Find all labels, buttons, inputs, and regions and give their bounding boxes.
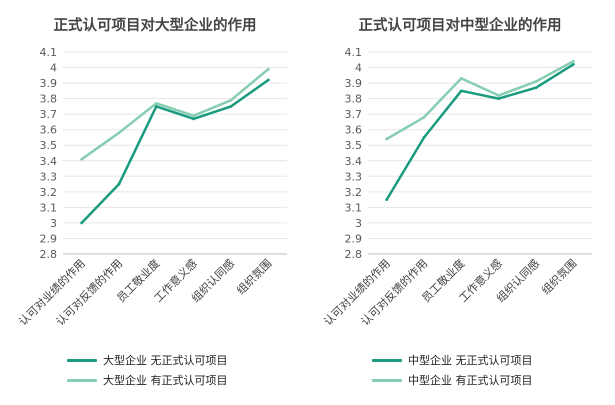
y-tick-label: 3.3 xyxy=(40,170,58,183)
data-point xyxy=(192,114,196,118)
legend-swatch xyxy=(372,378,402,382)
data-point xyxy=(571,59,575,63)
y-tick-label: 3.5 xyxy=(40,139,58,152)
data-point xyxy=(117,131,121,135)
data-point xyxy=(117,182,121,186)
data-point xyxy=(385,137,389,141)
legend-item: 中型企业 有正式认可项目 xyxy=(372,370,533,390)
data-point xyxy=(497,94,501,97)
y-tick-label: 3.4 xyxy=(345,155,363,168)
data-point xyxy=(192,117,196,121)
y-tick-label: 2.9 xyxy=(345,232,363,245)
y-tick-label: 3.2 xyxy=(40,186,58,199)
data-point xyxy=(80,157,84,161)
data-point xyxy=(80,221,84,225)
legend-swatch xyxy=(372,358,402,362)
data-point xyxy=(459,89,463,93)
y-tick-label: 4.1 xyxy=(345,46,363,59)
legend-swatch xyxy=(67,358,97,362)
x-tick-label: 组织氛围 xyxy=(538,256,579,297)
y-tick-label: 3.7 xyxy=(40,108,58,121)
x-tick-label: 认可对业绩的作用 xyxy=(321,256,393,328)
series-line xyxy=(80,78,270,225)
data-point xyxy=(534,80,538,83)
data-point xyxy=(497,97,501,101)
series-line xyxy=(80,67,270,161)
y-tick-label: 2.8 xyxy=(40,248,58,261)
y-tick-label: 3.7 xyxy=(345,108,363,121)
legend-item: 大型企业 有正式认可项目 xyxy=(67,370,228,390)
x-tick-label: 组织氛围 xyxy=(233,256,274,297)
y-tick-label: 3.2 xyxy=(345,186,363,199)
chart-panel-large: 正式认可项目对大型企业的作用 2.8 2.9 3 3.1 3.2 3.3 3.4 3.5 3.6… xyxy=(5,0,305,405)
data-point xyxy=(422,136,426,139)
y-tick-label: 3.6 xyxy=(40,124,58,137)
legend: 大型企业 无正式认可项目 大型企业 有正式认可项目 xyxy=(67,350,228,390)
data-point xyxy=(154,104,158,108)
y-tick-label: 3.4 xyxy=(40,155,58,168)
x-tick-label: 认可对业绩的作用 xyxy=(16,256,88,328)
legend-label: 中型企业 无正式认可项目 xyxy=(408,354,533,367)
chart-panel-medium: 正式认可项目对中型企业的作用 2.8 2.9 3 3.1 3.2 3.3 3.4 3.5 3.6… xyxy=(310,0,610,405)
x-tick-label: 认可对反馈的作用 xyxy=(53,256,125,328)
data-point xyxy=(229,98,233,102)
y-tick-label: 3.1 xyxy=(40,201,58,214)
data-point xyxy=(534,86,538,90)
data-point xyxy=(459,77,463,80)
line-chart: 2.8 2.9 3 3.1 3.2 3.3 3.4 3.5 3.6 3.7 3.8 3.9 4 4.1 认可… xyxy=(321,46,592,328)
y-tick-label: 3 xyxy=(355,217,362,230)
legend-item: 大型企业 无正式认可项目 xyxy=(67,350,228,370)
legend-item: 中型企业 无正式认可项目 xyxy=(372,350,533,370)
legend-label: 大型企业 有正式认可项目 xyxy=(103,374,228,387)
data-point xyxy=(422,115,426,119)
data-point xyxy=(266,67,270,71)
y-tick-label: 3.8 xyxy=(345,93,363,106)
data-point xyxy=(571,63,575,66)
y-tick-label: 4 xyxy=(50,62,57,75)
y-tick-label: 2.9 xyxy=(40,232,58,245)
legend-label: 中型企业 有正式认可项目 xyxy=(408,374,533,387)
line-chart: 2.8 2.9 3 3.1 3.2 3.3 3.4 3.5 3.6 3.7 3.8 3.9 4 4.1 认可… xyxy=(16,46,287,328)
data-point xyxy=(229,104,233,108)
y-tick-label: 3.5 xyxy=(345,139,363,152)
y-tick-label: 4.1 xyxy=(40,46,58,59)
y-tick-label: 3 xyxy=(50,217,57,230)
y-tick-label: 3.9 xyxy=(345,77,363,90)
series-line xyxy=(385,60,575,141)
x-tick-label: 认可对反馈的作用 xyxy=(358,256,430,328)
data-point xyxy=(154,101,158,105)
y-tick-label: 3.3 xyxy=(345,170,363,183)
y-tick-label: 3.1 xyxy=(345,201,363,214)
chart-title: 正式认可项目对大型企业的作用 xyxy=(53,18,257,34)
legend: 中型企业 无正式认可项目 中型企业 有正式认可项目 xyxy=(372,350,533,390)
data-point xyxy=(385,198,389,202)
data-point xyxy=(266,78,270,82)
legend-label: 大型企业 无正式认可项目 xyxy=(103,354,228,367)
chart-title: 正式认可项目对中型企业的作用 xyxy=(358,18,562,34)
y-tick-label: 3.6 xyxy=(345,124,363,137)
y-tick-label: 3.9 xyxy=(40,77,58,90)
y-tick-label: 2.8 xyxy=(345,248,363,261)
legend-swatch xyxy=(67,378,97,382)
y-tick-label: 4 xyxy=(355,62,362,75)
y-tick-label: 3.8 xyxy=(40,93,58,106)
series-line xyxy=(385,63,575,201)
